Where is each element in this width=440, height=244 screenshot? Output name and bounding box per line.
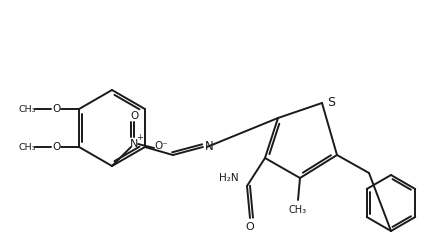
Text: CH₃: CH₃: [18, 142, 36, 152]
Text: O: O: [130, 111, 138, 121]
Text: CH₃: CH₃: [18, 104, 36, 113]
Text: CH₃: CH₃: [289, 205, 307, 215]
Text: O⁻: O⁻: [154, 141, 168, 151]
Text: H₂N: H₂N: [219, 173, 239, 183]
Text: O: O: [246, 222, 254, 232]
Text: O: O: [52, 142, 60, 152]
Text: O: O: [52, 104, 60, 114]
Text: +: +: [136, 133, 143, 142]
Text: N: N: [205, 141, 213, 153]
Text: N: N: [130, 139, 138, 149]
Text: S: S: [327, 96, 335, 110]
